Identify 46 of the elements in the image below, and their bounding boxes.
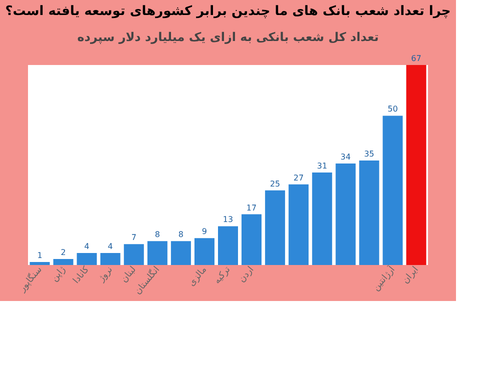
data-label: 4	[108, 242, 113, 252]
data-label: 25	[270, 179, 280, 188]
bar	[194, 238, 214, 265]
data-label: 17	[246, 203, 257, 212]
x-tick-label: ایران	[400, 264, 421, 286]
data-label: 67	[411, 54, 422, 63]
bar	[170, 241, 191, 265]
x-tick-label: سنگاپور	[16, 264, 44, 295]
data-label: 8	[154, 230, 160, 240]
x-tick-label: مالزی	[187, 264, 210, 288]
data-label: 27	[293, 173, 304, 182]
bar	[265, 190, 286, 265]
bar	[382, 116, 403, 265]
chart-title: چرا تعداد شعب بانک های ما چندین برابر کشورهای توسعه یافته است؟	[5, 4, 451, 19]
x-tick-label: ترکیه	[212, 264, 233, 286]
x-tick-label: کانادا	[72, 264, 92, 286]
data-label: 2	[60, 248, 66, 258]
chart-subtitle: تعداد کل شعب بانکی به ازای یک میلیارد دلار سپرده	[77, 30, 379, 44]
x-tick-label: اردن	[237, 264, 256, 285]
bar	[218, 226, 238, 265]
x-tick-label: آرژانتین	[370, 263, 398, 294]
bar	[30, 262, 50, 265]
data-label: 50	[388, 104, 398, 114]
data-label: 9	[202, 227, 208, 236]
data-label: 8	[178, 230, 184, 240]
bar	[288, 184, 309, 265]
x-tick-label: ژاپن	[50, 264, 68, 284]
bar	[406, 65, 426, 265]
data-label: 4	[84, 242, 90, 252]
data-label: 13	[222, 215, 234, 224]
x-tick-label: نروژ	[96, 264, 115, 285]
bar	[53, 259, 74, 265]
x-tick-label: لبنان	[120, 264, 138, 285]
data-label: 35	[364, 150, 374, 159]
bar	[76, 253, 97, 265]
bar	[336, 164, 356, 265]
bar	[100, 253, 120, 265]
data-label: 34	[340, 152, 351, 162]
data-label: 31	[317, 161, 328, 170]
bar	[242, 214, 262, 265]
bar	[124, 244, 144, 265]
data-label: 1	[37, 251, 42, 260]
bar	[147, 241, 168, 265]
data-label: 7	[131, 233, 136, 242]
bar	[359, 160, 380, 265]
bar	[312, 172, 332, 265]
